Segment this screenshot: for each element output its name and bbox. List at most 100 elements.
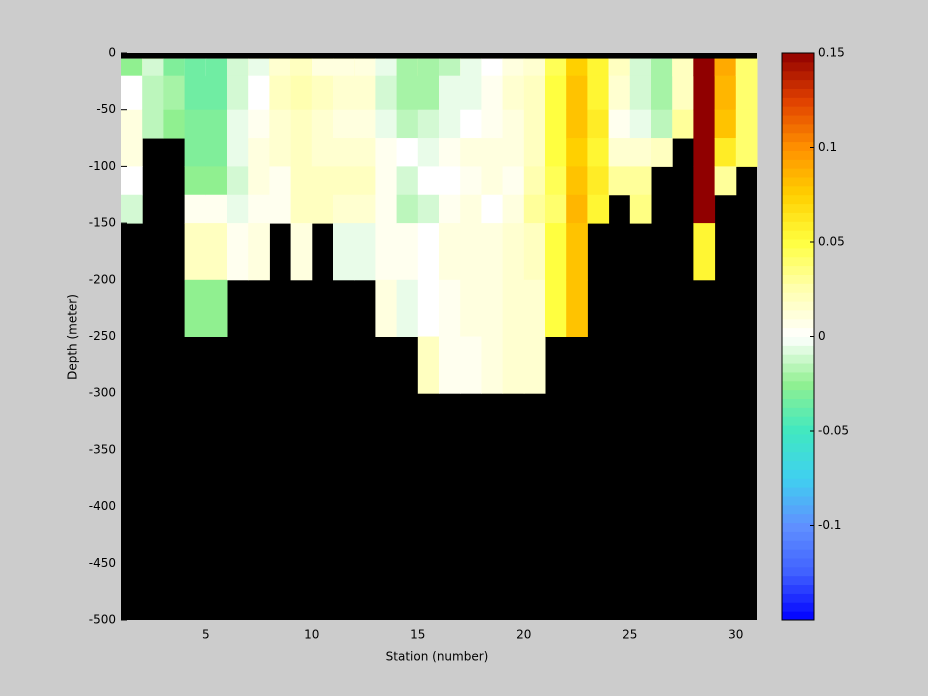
colorbar-band [782,425,814,435]
heatmap-cell [205,223,228,281]
heatmap-cell [481,279,504,337]
heatmap-cell [354,138,376,167]
heatmap-cell [735,75,758,111]
heatmap-cell [523,223,546,281]
heatmap-cell [545,109,567,139]
heatmap-cell [545,223,567,281]
heatmap-cell [672,75,694,111]
heatmap-cell [269,58,292,77]
heatmap-cell [290,58,313,77]
colorbar-tick-label: 0 [818,329,826,343]
heatmap-cell [205,279,228,337]
heatmap-cell [439,166,461,196]
heatmap-cell [587,194,610,224]
y-tick-label: -300 [89,386,116,400]
colorbar-band [782,451,814,462]
heatmap-cell [629,109,652,139]
heatmap-cell [269,166,292,196]
colorbar-band [782,495,814,506]
heatmap-cell [523,279,546,337]
heatmap-cell [629,166,652,196]
heatmap-cell [227,58,249,77]
colorbar-band [782,354,814,364]
heatmap-cell [290,166,313,196]
colorbar-band [782,106,814,116]
heatmap-cell [184,166,207,196]
heatmap-cell [290,75,313,111]
colorbar-band [782,584,814,594]
colorbar-band [782,433,814,444]
colorbar-band [782,593,814,603]
heatmap-cell [396,138,419,167]
heatmap-cell [587,75,610,111]
heatmap-cell [142,109,164,139]
heatmap-cell [502,109,525,139]
heatmap-cell [481,223,504,281]
heatmap-cell [184,138,207,167]
colorbar-band [782,478,814,488]
colorbar-band [782,522,814,532]
heatmap-cell [460,58,482,77]
heatmap-cell [227,166,249,196]
colorbar-band [782,247,814,258]
colorbar-band [782,549,814,559]
heatmap-cell [608,109,631,139]
heatmap-cell [396,75,419,111]
heatmap-cell [460,223,482,281]
colorbar-band [782,274,814,284]
colorbar-band [782,230,814,240]
heatmap-cell [502,58,525,77]
heatmap-cell [714,109,737,139]
heatmap-cell [417,109,440,139]
heatmap-cell [566,223,588,281]
heatmap-cell [333,109,355,139]
heatmap-cell [354,75,376,111]
heatmap-cell [121,138,143,167]
heatmap-cell [481,109,504,139]
colorbar-tick-label: 0.1 [818,140,837,154]
colorbar-band [782,265,814,275]
colorbar-band [782,221,814,231]
heatmap-cell [333,138,355,167]
heatmap-cell [333,58,355,77]
heatmap-cell [121,166,143,196]
heatmap-cell [227,75,249,111]
heatmap-cell [205,58,228,77]
heatmap-cell [417,138,440,167]
heatmap-cell [502,138,525,167]
heatmap-cell [121,75,143,111]
heatmap-cell [311,109,334,139]
heatmap-cell [375,109,398,139]
heatmap-cell [460,336,482,394]
heatmap-cell [481,336,504,394]
heatmap-cell [311,194,334,224]
heatmap-cell [396,58,419,77]
heatmap-cell [290,138,313,167]
heatmap-cell [375,223,398,281]
heatmap-cell [396,223,419,281]
y-tick-label: 0 [108,46,116,60]
heatmap-cell [354,58,376,77]
heatmap-cell [227,109,249,139]
colorbar-band [782,566,814,577]
heatmap-cell [205,138,228,167]
heatmap-cell [375,166,398,196]
colorbar-band [782,256,814,267]
heatmap-cell [396,194,419,224]
heatmap-cell [608,58,631,77]
heatmap-cell [417,336,440,394]
heatmap-cell [735,109,758,139]
heatmap-cell [693,58,716,77]
heatmap-cell [142,58,164,77]
heatmap-cell [375,58,398,77]
heatmap-cell [566,58,588,77]
heatmap-cell [523,138,546,167]
heatmap-cell [629,58,652,77]
x-tick-label: 10 [304,628,319,642]
heatmap-cell [460,194,482,224]
heatmap-cell [629,194,652,224]
colorbar-band [782,292,814,302]
heatmap-cell [481,138,504,167]
heatmap-cell [184,279,207,337]
